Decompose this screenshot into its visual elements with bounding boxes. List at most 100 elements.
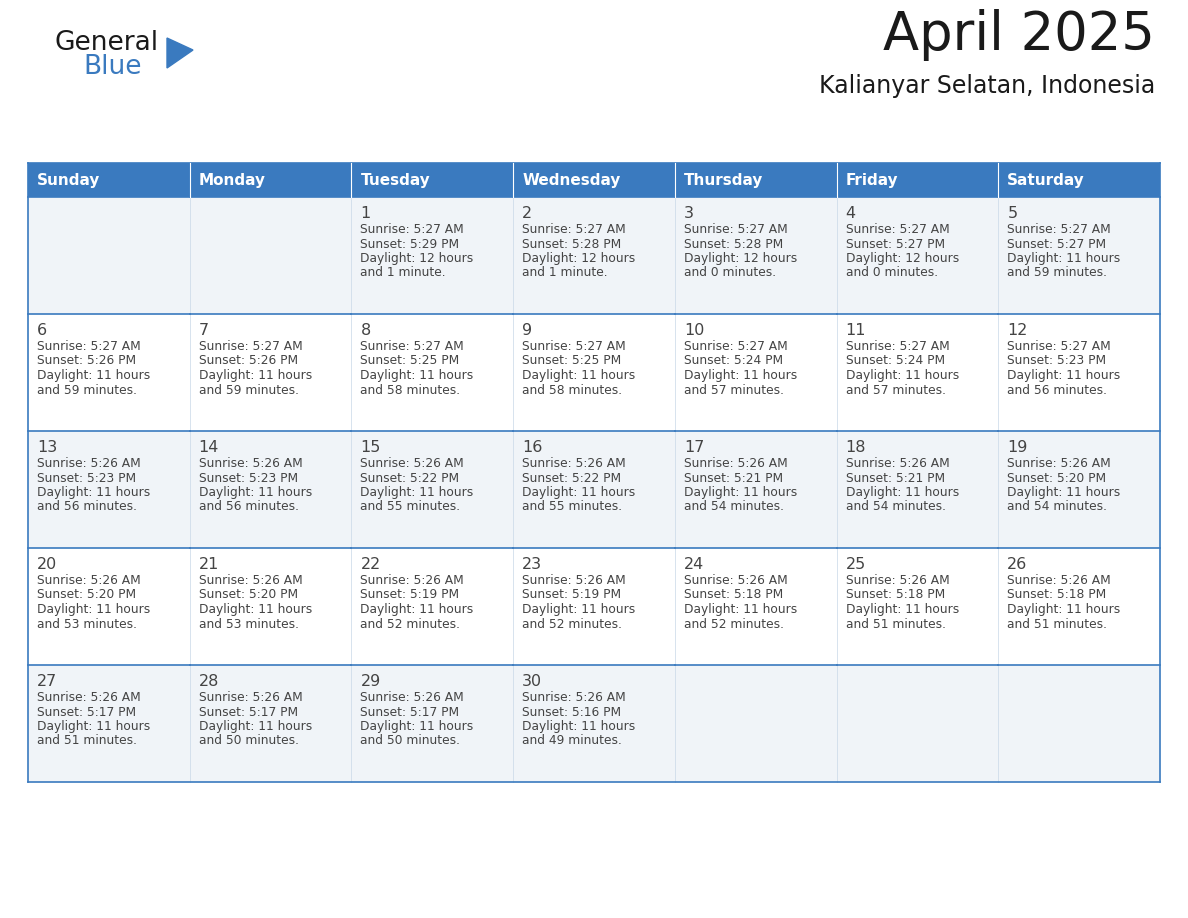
Text: Sunset: 5:17 PM: Sunset: 5:17 PM	[37, 706, 137, 719]
Bar	[836, 431, 998, 548]
Text: Daylight: 11 hours: Daylight: 11 hours	[198, 720, 312, 733]
Text: Daylight: 11 hours: Daylight: 11 hours	[846, 369, 959, 382]
Text: Thursday: Thursday	[684, 173, 763, 187]
Bar	[836, 163, 998, 197]
Text: Sunrise: 5:27 AM: Sunrise: 5:27 AM	[846, 340, 949, 353]
Text: and 54 minutes.: and 54 minutes.	[1007, 500, 1107, 513]
Text: Daylight: 12 hours: Daylight: 12 hours	[846, 252, 959, 265]
Text: Sunset: 5:18 PM: Sunset: 5:18 PM	[684, 588, 783, 601]
Bar	[675, 163, 836, 197]
Text: Sunrise: 5:26 AM: Sunrise: 5:26 AM	[198, 574, 303, 587]
Text: Daylight: 11 hours: Daylight: 11 hours	[846, 603, 959, 616]
Text: Daylight: 12 hours: Daylight: 12 hours	[360, 252, 474, 265]
Bar	[29, 548, 190, 665]
Text: 5: 5	[1007, 206, 1017, 221]
Text: 24: 24	[684, 557, 704, 572]
Text: Sunrise: 5:26 AM: Sunrise: 5:26 AM	[846, 457, 949, 470]
Text: Daylight: 11 hours: Daylight: 11 hours	[360, 486, 474, 499]
Polygon shape	[168, 38, 192, 68]
Text: Sunrise: 5:26 AM: Sunrise: 5:26 AM	[523, 691, 626, 704]
Text: Sunset: 5:20 PM: Sunset: 5:20 PM	[198, 588, 298, 601]
Text: and 58 minutes.: and 58 minutes.	[523, 384, 623, 397]
Text: 25: 25	[846, 557, 866, 572]
Bar	[675, 665, 836, 782]
Bar	[513, 431, 675, 548]
Text: 27: 27	[37, 674, 57, 689]
Bar	[190, 431, 352, 548]
Bar	[190, 548, 352, 665]
Text: Daylight: 11 hours: Daylight: 11 hours	[37, 603, 150, 616]
Text: Daylight: 11 hours: Daylight: 11 hours	[37, 486, 150, 499]
Text: Sunset: 5:19 PM: Sunset: 5:19 PM	[360, 588, 460, 601]
Text: and 51 minutes.: and 51 minutes.	[37, 734, 137, 747]
Text: 19: 19	[1007, 440, 1028, 455]
Text: Sunrise: 5:26 AM: Sunrise: 5:26 AM	[37, 457, 140, 470]
Text: and 51 minutes.: and 51 minutes.	[1007, 618, 1107, 631]
Text: 8: 8	[360, 323, 371, 338]
Text: Sunset: 5:22 PM: Sunset: 5:22 PM	[523, 472, 621, 485]
Bar	[190, 197, 352, 314]
Text: Daylight: 11 hours: Daylight: 11 hours	[37, 720, 150, 733]
Text: and 54 minutes.: and 54 minutes.	[846, 500, 946, 513]
Text: Wednesday: Wednesday	[523, 173, 620, 187]
Text: Daylight: 11 hours: Daylight: 11 hours	[684, 486, 797, 499]
Text: April 2025: April 2025	[883, 9, 1155, 61]
Text: Sunset: 5:18 PM: Sunset: 5:18 PM	[1007, 588, 1106, 601]
Bar	[29, 197, 190, 314]
Text: and 53 minutes.: and 53 minutes.	[198, 618, 298, 631]
Text: and 57 minutes.: and 57 minutes.	[846, 384, 946, 397]
Text: Sunset: 5:29 PM: Sunset: 5:29 PM	[360, 238, 460, 251]
Text: Daylight: 11 hours: Daylight: 11 hours	[846, 486, 959, 499]
Text: Sunrise: 5:26 AM: Sunrise: 5:26 AM	[523, 574, 626, 587]
Text: 6: 6	[37, 323, 48, 338]
Text: Sunrise: 5:27 AM: Sunrise: 5:27 AM	[846, 223, 949, 236]
Text: 26: 26	[1007, 557, 1028, 572]
Text: 14: 14	[198, 440, 219, 455]
Text: and 0 minutes.: and 0 minutes.	[846, 266, 937, 279]
Text: Daylight: 11 hours: Daylight: 11 hours	[1007, 369, 1120, 382]
Text: Sunset: 5:26 PM: Sunset: 5:26 PM	[37, 354, 137, 367]
Text: Sunset: 5:23 PM: Sunset: 5:23 PM	[198, 472, 298, 485]
Text: and 50 minutes.: and 50 minutes.	[198, 734, 298, 747]
Text: and 59 minutes.: and 59 minutes.	[37, 384, 137, 397]
Text: Sunrise: 5:26 AM: Sunrise: 5:26 AM	[846, 574, 949, 587]
Text: 3: 3	[684, 206, 694, 221]
Text: Sunday: Sunday	[37, 173, 100, 187]
Bar	[998, 163, 1159, 197]
Text: 28: 28	[198, 674, 219, 689]
Bar	[836, 197, 998, 314]
Text: and 52 minutes.: and 52 minutes.	[360, 618, 461, 631]
Text: 7: 7	[198, 323, 209, 338]
Text: 16: 16	[523, 440, 543, 455]
Text: Daylight: 12 hours: Daylight: 12 hours	[523, 252, 636, 265]
Text: General: General	[55, 30, 159, 56]
Text: Sunrise: 5:27 AM: Sunrise: 5:27 AM	[1007, 223, 1111, 236]
Text: Sunset: 5:24 PM: Sunset: 5:24 PM	[684, 354, 783, 367]
Text: 1: 1	[360, 206, 371, 221]
Text: Daylight: 11 hours: Daylight: 11 hours	[1007, 252, 1120, 265]
Text: and 56 minutes.: and 56 minutes.	[37, 500, 137, 513]
Text: Friday: Friday	[846, 173, 898, 187]
Bar	[998, 314, 1159, 431]
Text: Daylight: 11 hours: Daylight: 11 hours	[360, 369, 474, 382]
Bar	[352, 548, 513, 665]
Text: 13: 13	[37, 440, 57, 455]
Bar	[998, 431, 1159, 548]
Text: Daylight: 11 hours: Daylight: 11 hours	[37, 369, 150, 382]
Text: Daylight: 11 hours: Daylight: 11 hours	[360, 603, 474, 616]
Bar	[675, 548, 836, 665]
Text: 20: 20	[37, 557, 57, 572]
Bar	[675, 197, 836, 314]
Bar	[29, 163, 190, 197]
Bar	[998, 197, 1159, 314]
Text: Sunset: 5:20 PM: Sunset: 5:20 PM	[1007, 472, 1106, 485]
Text: and 52 minutes.: and 52 minutes.	[523, 618, 623, 631]
Bar	[998, 548, 1159, 665]
Text: Sunset: 5:17 PM: Sunset: 5:17 PM	[360, 706, 460, 719]
Text: Sunrise: 5:26 AM: Sunrise: 5:26 AM	[523, 457, 626, 470]
Text: 2: 2	[523, 206, 532, 221]
Text: Sunset: 5:23 PM: Sunset: 5:23 PM	[37, 472, 137, 485]
Bar	[513, 548, 675, 665]
Bar	[352, 163, 513, 197]
Text: Sunrise: 5:26 AM: Sunrise: 5:26 AM	[684, 574, 788, 587]
